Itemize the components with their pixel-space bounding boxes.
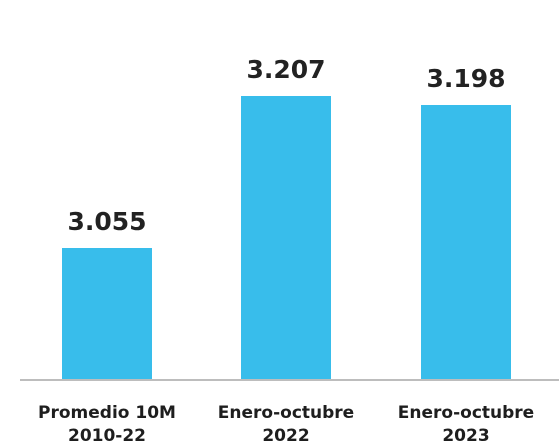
x-tick-label-line: Enero-octubre	[398, 403, 534, 423]
bar-value-label-2: 3.207	[246, 55, 325, 84]
bar-1	[62, 248, 152, 380]
bar-value-label-3: 3.198	[426, 64, 505, 93]
x-tick-label-2: Enero-octubre 2022	[218, 403, 354, 446]
bar-2	[241, 96, 331, 380]
bar-value-label-1: 3.055	[67, 207, 146, 236]
x-tick-label-1: Promedio 10M 2010-22	[38, 403, 176, 446]
x-tick-label-line: Promedio 10M	[38, 403, 176, 423]
value-labels-group: 3.055 3.207 3.198	[67, 55, 505, 236]
x-tick-label-line: 2022	[262, 426, 309, 446]
bar-3	[421, 105, 511, 380]
bars-group	[62, 96, 511, 380]
x-tick-label-line: Enero-octubre	[218, 403, 354, 423]
x-tick-label-line: 2023	[442, 426, 489, 446]
x-tick-label-3: Enero-octubre 2023	[398, 403, 534, 446]
x-tick-label-line: 2010-22	[68, 426, 146, 446]
